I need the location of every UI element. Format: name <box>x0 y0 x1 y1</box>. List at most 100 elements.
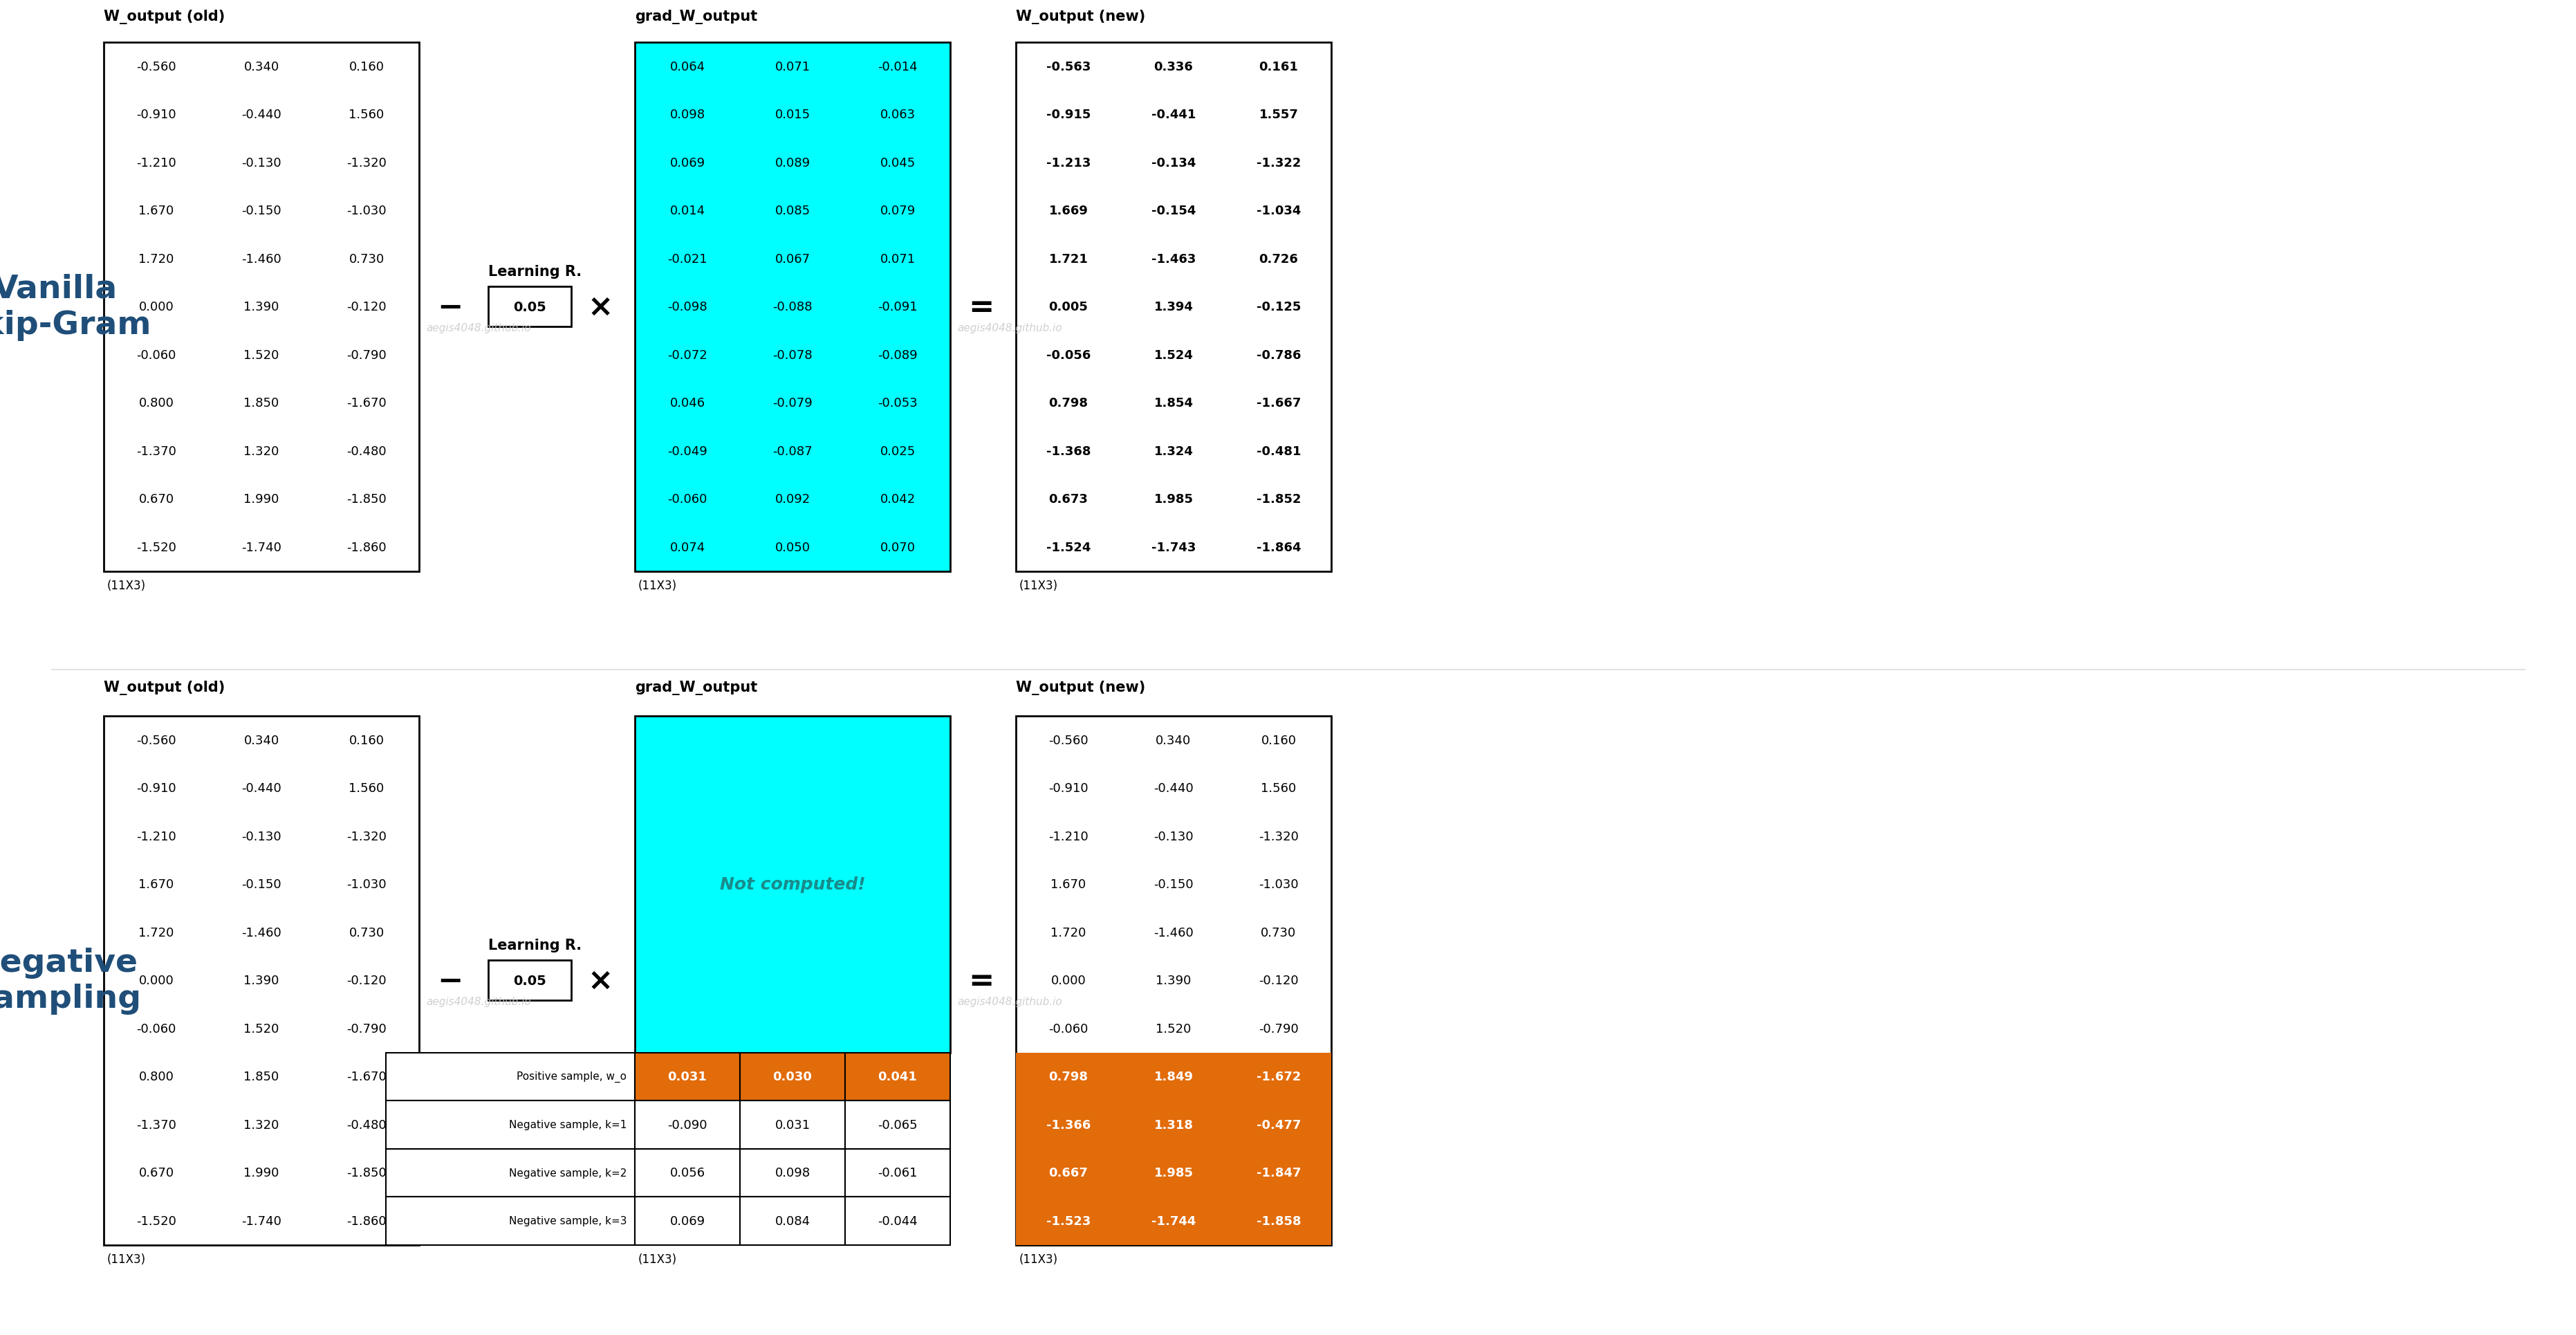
Text: 0.084: 0.084 <box>775 1215 811 1227</box>
Text: 1.720: 1.720 <box>1051 926 1087 939</box>
Text: ×: × <box>587 965 613 996</box>
Text: grad_W_output: grad_W_output <box>634 9 757 24</box>
Text: -0.910: -0.910 <box>137 782 175 794</box>
Text: 0.098: 0.098 <box>775 1167 811 1179</box>
Text: (11X3): (11X3) <box>1020 1254 1059 1266</box>
Text: 1.854: 1.854 <box>1154 396 1193 410</box>
Text: 1.390: 1.390 <box>245 975 278 987</box>
Text: W_output (new): W_output (new) <box>1015 681 1146 694</box>
Text: 0.071: 0.071 <box>775 60 811 73</box>
Bar <box>386 1052 634 1100</box>
Text: -1.744: -1.744 <box>1151 1215 1195 1227</box>
Text: 0.340: 0.340 <box>1157 734 1190 746</box>
Text: 0.670: 0.670 <box>139 493 175 506</box>
Text: 1.524: 1.524 <box>1154 348 1193 362</box>
Text: 0.074: 0.074 <box>670 541 706 554</box>
Text: Learning R.: Learning R. <box>489 939 582 952</box>
Bar <box>845 1052 951 1100</box>
Text: grad_W_output: grad_W_output <box>634 681 757 694</box>
Text: 0.031: 0.031 <box>667 1071 706 1083</box>
Text: 0.046: 0.046 <box>670 396 706 410</box>
Text: -0.089: -0.089 <box>878 348 917 362</box>
Text: 1.850: 1.850 <box>245 1071 278 1083</box>
Text: 1.670: 1.670 <box>139 204 175 218</box>
Text: -1.210: -1.210 <box>137 830 175 842</box>
Text: -0.098: -0.098 <box>667 300 708 314</box>
Text: -0.441: -0.441 <box>1151 108 1195 121</box>
Text: 0.030: 0.030 <box>773 1071 811 1083</box>
Text: -0.150: -0.150 <box>1154 878 1193 890</box>
Text: -1.520: -1.520 <box>137 1215 175 1227</box>
Text: -1.030: -1.030 <box>1260 878 1298 890</box>
Text: -0.060: -0.060 <box>137 348 175 362</box>
Text: Not computed!: Not computed! <box>719 876 866 893</box>
Text: 0.340: 0.340 <box>245 734 278 746</box>
Text: 0.730: 0.730 <box>348 926 384 939</box>
Text: -0.021: -0.021 <box>667 252 708 266</box>
Text: 0.670: 0.670 <box>139 1167 175 1179</box>
Text: -1.460: -1.460 <box>1154 926 1193 939</box>
Text: 0.336: 0.336 <box>1154 60 1193 73</box>
Text: -1.740: -1.740 <box>242 541 281 554</box>
Text: W_output (old): W_output (old) <box>103 681 224 694</box>
Text: 0.000: 0.000 <box>139 300 173 314</box>
Text: -0.915: -0.915 <box>1046 108 1090 121</box>
Text: -0.120: -0.120 <box>348 300 386 314</box>
Text: 0.098: 0.098 <box>670 108 706 121</box>
Bar <box>1015 43 1332 571</box>
Bar <box>1015 1148 1332 1196</box>
Text: 1.670: 1.670 <box>139 878 175 890</box>
Text: 1.394: 1.394 <box>1154 300 1193 314</box>
Text: 1.990: 1.990 <box>245 1167 278 1179</box>
Text: -0.150: -0.150 <box>242 878 281 890</box>
Text: 0.041: 0.041 <box>878 1071 917 1083</box>
Text: 0.800: 0.800 <box>139 1071 173 1083</box>
Text: -1.213: -1.213 <box>1046 156 1090 170</box>
Text: ×: × <box>587 292 613 322</box>
Text: aegis4048.github.io: aegis4048.github.io <box>958 996 1061 1007</box>
Text: -0.091: -0.091 <box>878 300 917 314</box>
Text: 1.849: 1.849 <box>1154 1071 1193 1083</box>
Text: 1.985: 1.985 <box>1154 1167 1193 1179</box>
Text: 0.798: 0.798 <box>1048 396 1087 410</box>
Text: 1.720: 1.720 <box>139 926 175 939</box>
Text: 1.985: 1.985 <box>1154 493 1193 506</box>
Text: -0.125: -0.125 <box>1257 300 1301 314</box>
Bar <box>489 287 572 327</box>
Bar <box>634 1148 739 1196</box>
Bar <box>634 1052 739 1100</box>
Text: Negative sample, k=3: Negative sample, k=3 <box>507 1216 626 1226</box>
Bar <box>634 717 951 1052</box>
Text: aegis4048.github.io: aegis4048.github.io <box>425 323 531 332</box>
Text: aegis4048.github.io: aegis4048.github.io <box>958 323 1061 332</box>
Text: -0.090: -0.090 <box>667 1119 708 1131</box>
Text: (11X3): (11X3) <box>108 1254 147 1266</box>
Text: 0.067: 0.067 <box>775 252 811 266</box>
Text: -1.210: -1.210 <box>137 156 175 170</box>
Text: 1.320: 1.320 <box>245 445 278 458</box>
Text: -0.480: -0.480 <box>348 445 386 458</box>
Text: 0.069: 0.069 <box>670 156 706 170</box>
Text: 0.730: 0.730 <box>348 252 384 266</box>
Text: 0.161: 0.161 <box>1260 60 1298 73</box>
Text: 0.070: 0.070 <box>881 541 914 554</box>
Text: 0.015: 0.015 <box>775 108 811 121</box>
Text: -0.072: -0.072 <box>667 348 708 362</box>
Text: aegis4048.github.io: aegis4048.github.io <box>425 996 531 1007</box>
Text: (11X3): (11X3) <box>639 579 677 593</box>
Text: Learning R.: Learning R. <box>489 264 582 279</box>
Text: 0.000: 0.000 <box>1051 975 1087 987</box>
Bar <box>739 1148 845 1196</box>
Text: -1.864: -1.864 <box>1257 541 1301 554</box>
Text: 0.160: 0.160 <box>1262 734 1296 746</box>
Text: 0.798: 0.798 <box>1048 1071 1087 1083</box>
Text: -0.440: -0.440 <box>1154 782 1193 794</box>
Text: -1.852: -1.852 <box>1257 493 1301 506</box>
Text: 0.031: 0.031 <box>775 1119 811 1131</box>
Text: -0.150: -0.150 <box>242 204 281 218</box>
Bar <box>634 1100 739 1148</box>
Text: 0.045: 0.045 <box>881 156 914 170</box>
Text: -0.061: -0.061 <box>878 1167 917 1179</box>
Text: 0.160: 0.160 <box>348 60 384 73</box>
Text: 1.669: 1.669 <box>1048 204 1087 218</box>
